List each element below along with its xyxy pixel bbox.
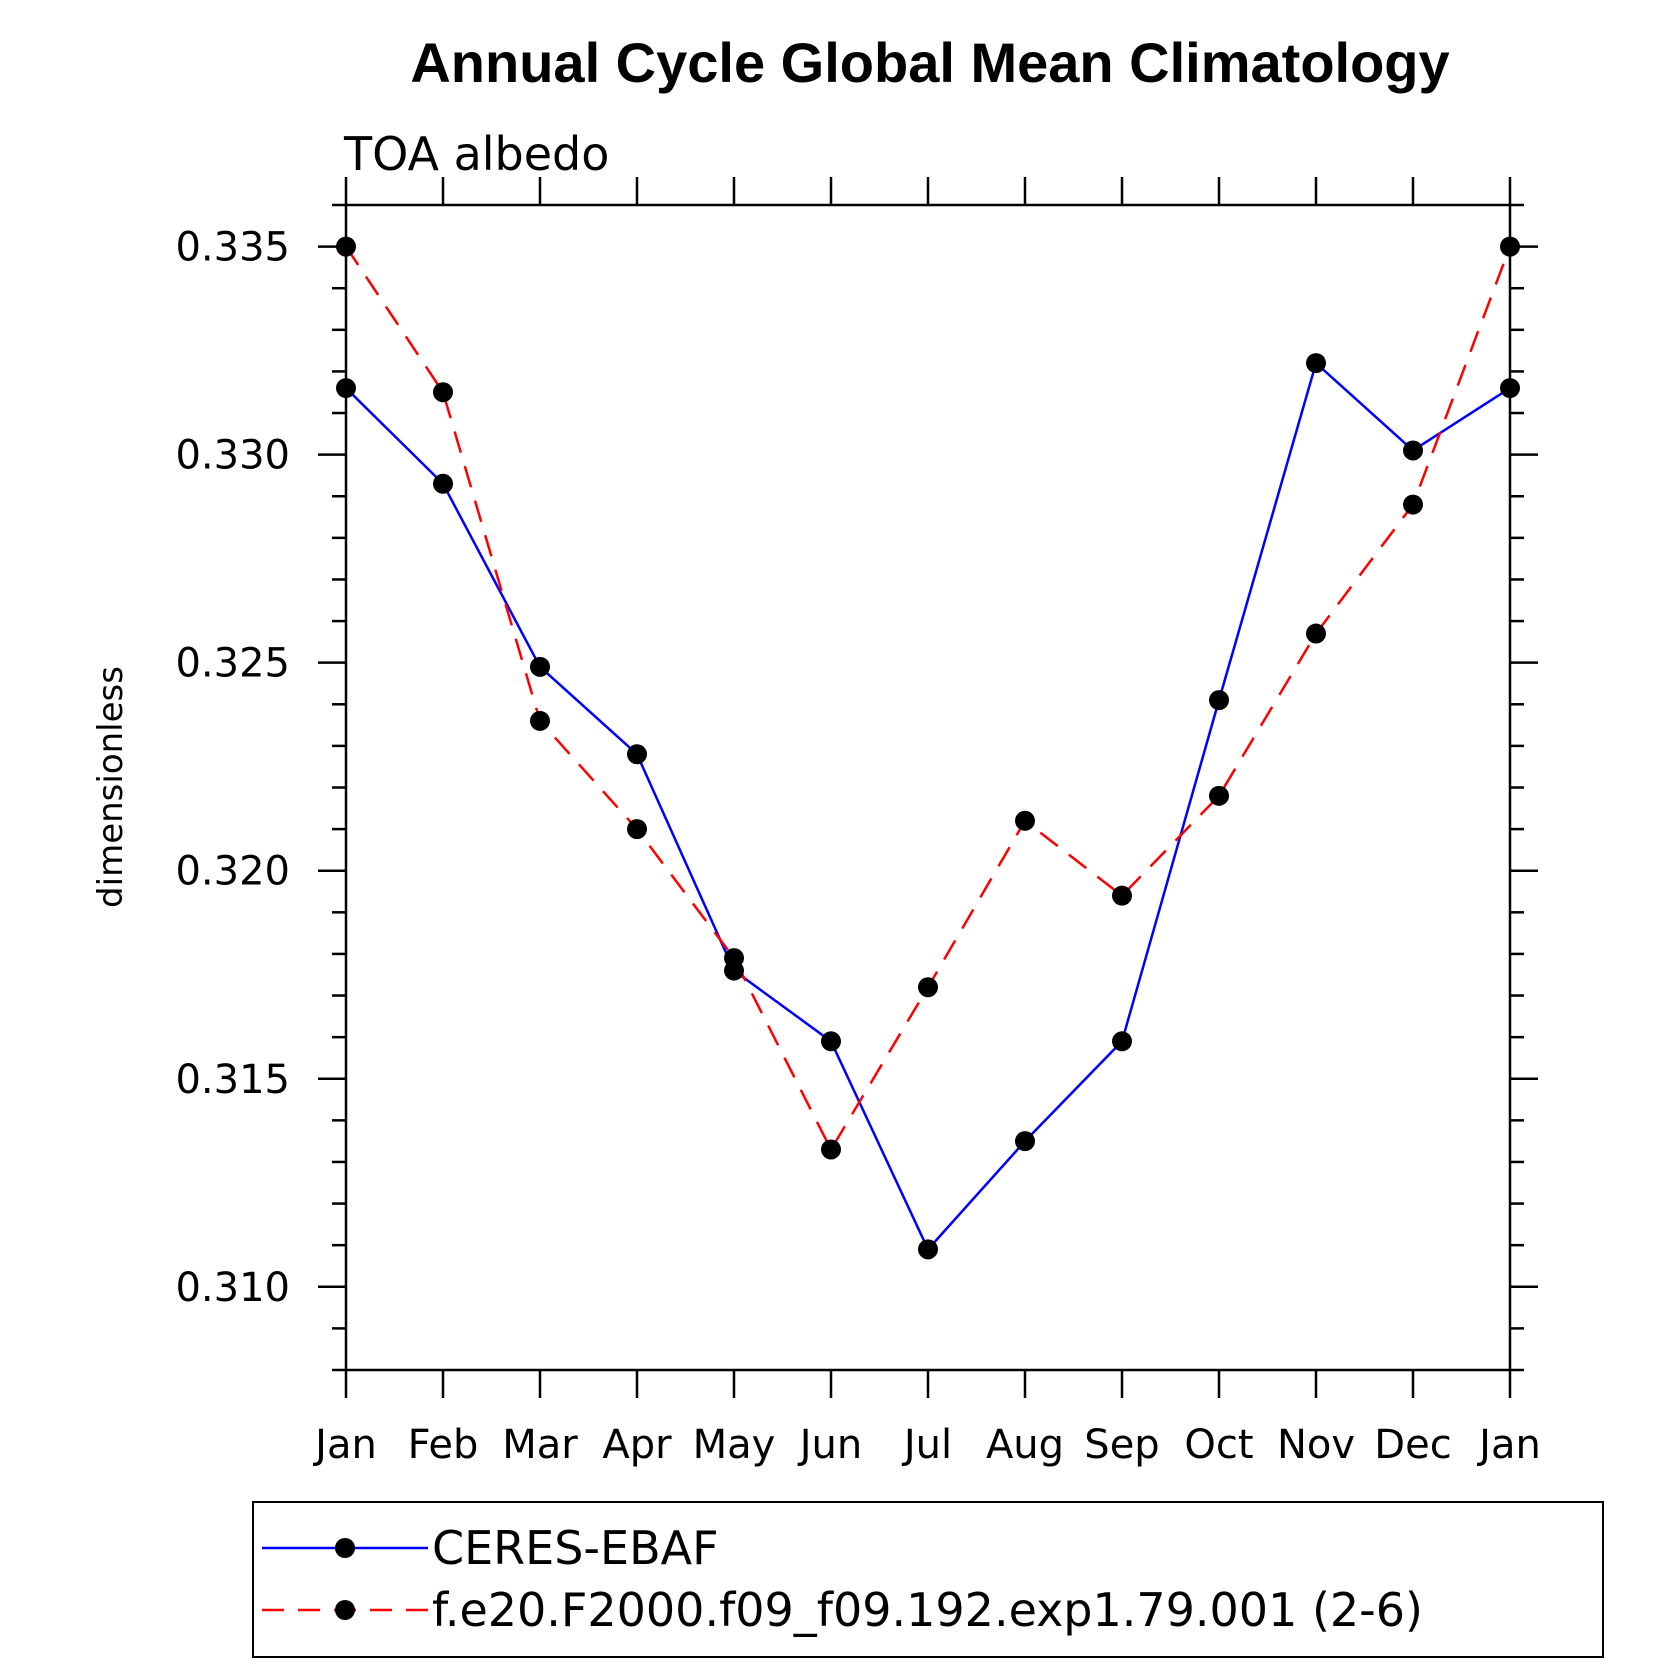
data-point-1 (1112, 885, 1132, 906)
data-point-1 (1403, 494, 1423, 515)
data-point-0 (1015, 1131, 1035, 1152)
y-tick-label: 0.325 (175, 641, 290, 687)
data-point-0 (1403, 440, 1423, 461)
x-tick-labels: Jan Feb Mar Apr May Jun Jul Aug Sep Oct Nov Dec Jan (312, 1422, 1541, 1468)
y-axis-label: dimensionless (91, 666, 131, 908)
data-point-1 (821, 1139, 841, 1160)
x-tick-label: Aug (986, 1422, 1064, 1468)
legend: CERES-EBAF f.e20.F2000.f09_f09.192.exp1.7… (252, 1501, 1604, 1658)
data-point-0 (918, 1239, 938, 1260)
data-point-1 (918, 977, 938, 998)
data-point-1 (724, 948, 744, 969)
data-point-1 (336, 236, 356, 257)
x-tick-label: Feb (408, 1422, 479, 1468)
y-tick-label: 0.320 (175, 849, 290, 895)
x-tick-label: Mar (502, 1422, 578, 1468)
series-points (336, 236, 1520, 1260)
x-tick-label: May (693, 1422, 776, 1468)
series-line-0 (345, 360, 1511, 1252)
data-point-0 (627, 744, 647, 765)
x-tick-label: Apr (602, 1422, 672, 1468)
y-tick-label: 0.330 (175, 433, 290, 479)
y-tick-label: 0.335 (175, 225, 290, 271)
data-point-0 (1500, 378, 1520, 399)
data-point-0 (1209, 690, 1229, 711)
legend-box (252, 1501, 1604, 1658)
x-tick-label: Jan (312, 1422, 377, 1468)
chart-subtitle: TOA albedo (343, 127, 609, 181)
data-point-1 (433, 382, 453, 403)
data-point-1 (1209, 785, 1229, 806)
legend-marker-1 (335, 1600, 355, 1620)
x-tick-label: Jan (1476, 1422, 1541, 1468)
data-point-0 (1306, 353, 1326, 374)
data-point-1 (627, 819, 647, 840)
y-tick-label: 0.315 (175, 1057, 290, 1103)
data-point-0 (336, 378, 356, 399)
x-tick-label: Dec (1374, 1422, 1451, 1468)
x-tick-label: Jun (797, 1422, 863, 1468)
data-point-1 (1306, 623, 1326, 644)
x-tick-label: Oct (1184, 1422, 1253, 1468)
legend-label-0: CERES-EBAF (432, 1521, 719, 1575)
x-tick-label: Sep (1084, 1422, 1159, 1468)
axis-ticks (318, 177, 1538, 1398)
x-tick-label: Jul (901, 1422, 952, 1468)
data-point-0 (1112, 1031, 1132, 1052)
legend-marker-0 (335, 1538, 355, 1558)
chart-title: Annual Cycle Global Mean Climatology (410, 31, 1449, 94)
x-tick-label: Nov (1277, 1422, 1355, 1468)
series-lines (344, 245, 1512, 1252)
data-point-1 (530, 710, 550, 731)
y-tick-label: 0.310 (175, 1265, 290, 1311)
data-point-0 (433, 473, 453, 494)
data-point-0 (530, 656, 550, 677)
data-point-1 (1015, 810, 1035, 831)
legend-label-1: f.e20.F2000.f09_f09.192.exp1.79.001 (2-6… (432, 1583, 1423, 1637)
data-point-1 (1500, 236, 1520, 257)
y-tick-labels: 0.310 0.315 0.320 0.325 0.330 0.335 (175, 225, 290, 1311)
data-point-0 (821, 1031, 841, 1052)
